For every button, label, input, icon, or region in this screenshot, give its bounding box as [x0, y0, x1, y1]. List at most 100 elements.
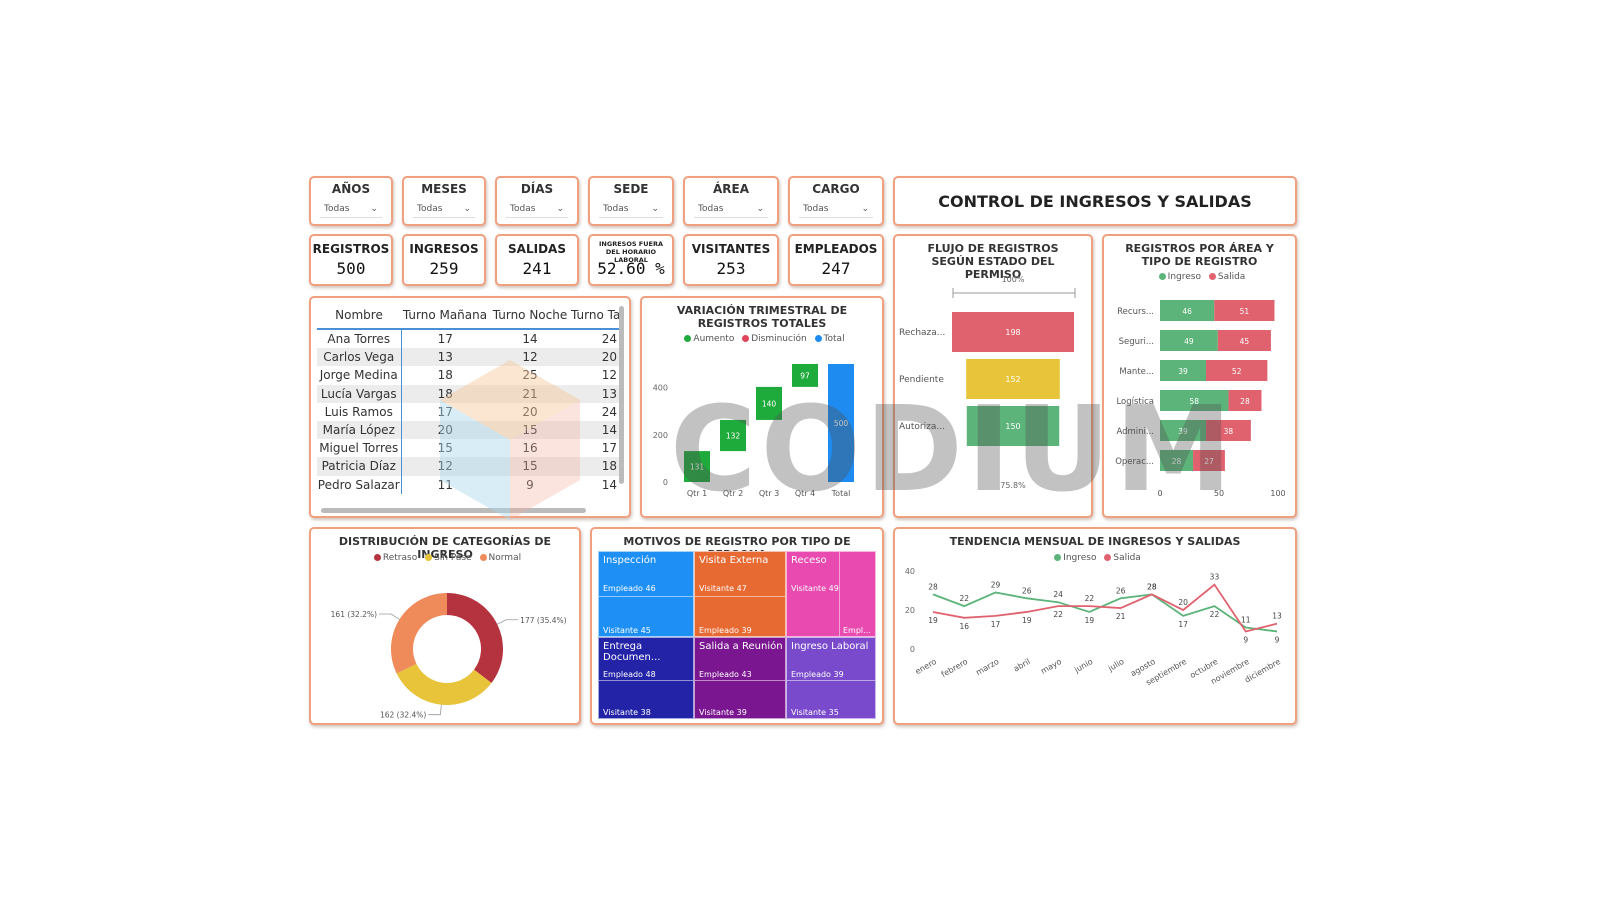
cell-value: 15 [489, 420, 571, 440]
data-label: 500 [834, 419, 849, 428]
table-row[interactable]: Luis Ramos 17 20 24 [317, 402, 621, 421]
chart-legend: Ingreso Salida [1104, 272, 1295, 282]
kpi-ingresos: INGRESOS 259 [402, 234, 486, 286]
cell-value: 20 [571, 348, 621, 367]
cell-value: 24 [601, 332, 617, 347]
waterfall-bar [756, 386, 782, 420]
table-row[interactable]: Pedro Salazar 11 9 14 [317, 475, 621, 494]
treemap-tile-label: Ingreso Laboral [791, 641, 869, 652]
column-header[interactable]: Nombre [317, 302, 401, 330]
slicer-dropdown[interactable]: Todas ⌄ [320, 200, 382, 218]
column-header[interactable]: Turno Noche [489, 302, 571, 330]
data-label: 28 [1147, 582, 1157, 591]
treemap-subtile-label: Visitante 45 [603, 626, 651, 635]
slicer-area: ÁREA Todas ⌄ [683, 176, 779, 226]
data-label: 21 [1116, 612, 1126, 621]
category-label: Pendiente [899, 375, 944, 385]
table-row[interactable]: Ana Torres 17 14 24 [317, 329, 621, 349]
kpi-registros: REGISTROS 500 [309, 234, 393, 286]
cell-value: 15 [437, 441, 453, 456]
funnel-bar [966, 406, 1060, 446]
treemap-divider [695, 680, 785, 681]
table-row[interactable]: Carlos Vega 13 12 20 [317, 348, 621, 367]
data-label: 13 [1272, 612, 1282, 621]
horizontal-scrollbar[interactable] [321, 508, 586, 513]
chart-title: REGISTROS POR ÁREA Y TIPO DE REGISTRO [1125, 242, 1274, 268]
data-label: 29 [991, 580, 1001, 589]
treemap-tile[interactable]: Entrega Documen... Empleado 48 Visitante 3… [598, 637, 694, 719]
slicer-dropdown[interactable]: Todas ⌄ [694, 200, 768, 218]
funnel-chart: 100% 198 Rechaza... 152 Pendiente 150 Autoriza… [899, 275, 1076, 490]
cell-value: 18 [437, 368, 453, 383]
slicer-value: Todas [324, 203, 350, 214]
cell-value: 20 [401, 420, 489, 440]
cell-name: Miguel Torres [317, 439, 402, 458]
data-label: 39 [1178, 427, 1188, 436]
bar-salida [1193, 450, 1225, 471]
cell-name: Jorge Medina [317, 366, 402, 385]
chart-legend: Aumento Disminución Total [642, 334, 882, 344]
kpi-label: INGRESOS FUERA DEL HORARIO LABORAL [599, 240, 663, 264]
data-label: 16 [959, 622, 969, 631]
x-tick-label: enero [914, 657, 938, 676]
bar-ingreso [1160, 450, 1194, 471]
data-label: 9 [1275, 635, 1280, 644]
treemap-tile[interactable]: Visita Externa Visitante 47 Empleado 39 [694, 551, 786, 637]
slicer-dropdown[interactable]: Todas ⌄ [799, 200, 873, 218]
slicer-label: DÍAS [520, 182, 554, 196]
cell-value: 25 [522, 368, 538, 383]
cell-value: 12 [601, 368, 617, 383]
donut-slice [391, 593, 447, 674]
bar-salida [1228, 390, 1262, 411]
funnel-bar [952, 312, 1074, 352]
table-row[interactable]: Lucía Vargas 18 21 13 [317, 384, 621, 403]
table-row[interactable]: María López 20 15 14 [317, 420, 621, 440]
treemap-tile[interactable]: Salida a Reunión Empleado 43 Visitante 39 [694, 637, 786, 719]
data-label: 22 [1053, 610, 1063, 619]
trend-card: TENDENCIA MENSUAL DE INGRESOS Y SALIDAS … [893, 527, 1297, 725]
x-tick-label: 0 [1157, 489, 1162, 498]
table-row[interactable]: Miguel Torres 15 16 17 [317, 439, 621, 458]
treemap-subtile-label: Empleado 46 [603, 584, 656, 593]
legend-item: Aumento [693, 334, 735, 344]
slicer-anios: AÑOS Todas ⌄ [309, 176, 393, 226]
treemap-divider [787, 680, 875, 681]
kpi-value: 500 [336, 259, 366, 278]
cell-value: 17 [437, 332, 453, 347]
slicer-dropdown[interactable]: Todas ⌄ [506, 200, 568, 218]
data-label: 33 [1210, 573, 1220, 582]
cell-value: 12 [489, 348, 571, 367]
kpi-label: INGRESOS [409, 242, 479, 256]
table-row[interactable]: Jorge Medina 18 25 12 [317, 366, 621, 385]
slicer-dropdown[interactable]: Todas ⌄ [599, 200, 663, 218]
column-header[interactable]: Turno Ta [571, 302, 621, 330]
kpi-fuera-horario: INGRESOS FUERA DEL HORARIO LABORAL 52.60… [588, 234, 674, 286]
data-label: 28 [1240, 397, 1250, 406]
x-tick-label: Qtr 1 [687, 489, 707, 498]
slicer-value: Todas [698, 203, 724, 214]
data-label: 150 [1005, 422, 1020, 431]
data-label: 45 [1240, 337, 1250, 346]
cell-value: 14 [522, 332, 538, 347]
treemap-tile[interactable]: Ingreso Laboral Empleado 39 Visitante 35 [786, 637, 876, 719]
cell-value: 21 [489, 384, 571, 403]
data-label: 24 [1053, 590, 1063, 599]
cell-value: 17 [437, 404, 453, 419]
vertical-scrollbar[interactable] [619, 306, 624, 484]
data-label: 19 [928, 616, 938, 625]
category-label: Admini... [1116, 427, 1154, 437]
table-row[interactable]: Patricia Díaz 12 15 18 [317, 457, 621, 476]
leader-line [428, 704, 442, 716]
x-tick-label: 100 [1270, 489, 1285, 498]
slicer-dropdown[interactable]: Todas ⌄ [413, 200, 475, 218]
chevron-down-icon: ⌄ [651, 203, 659, 214]
data-label: 22 [1210, 610, 1220, 619]
x-tick-label: Qtr 2 [723, 489, 743, 498]
column-header[interactable]: Turno Mañana [401, 302, 489, 330]
legend-dot-ingreso [1054, 554, 1062, 561]
treemap-tile[interactable]: Receso Visitante 49 Empl... [786, 551, 876, 637]
treemap-tile[interactable]: Inspección Empleado 46 Visitante 45 [598, 551, 694, 637]
data-label: 162 (32.4%) [380, 711, 426, 720]
data-label: 97 [800, 371, 810, 380]
slicer-value: Todas [803, 203, 829, 214]
